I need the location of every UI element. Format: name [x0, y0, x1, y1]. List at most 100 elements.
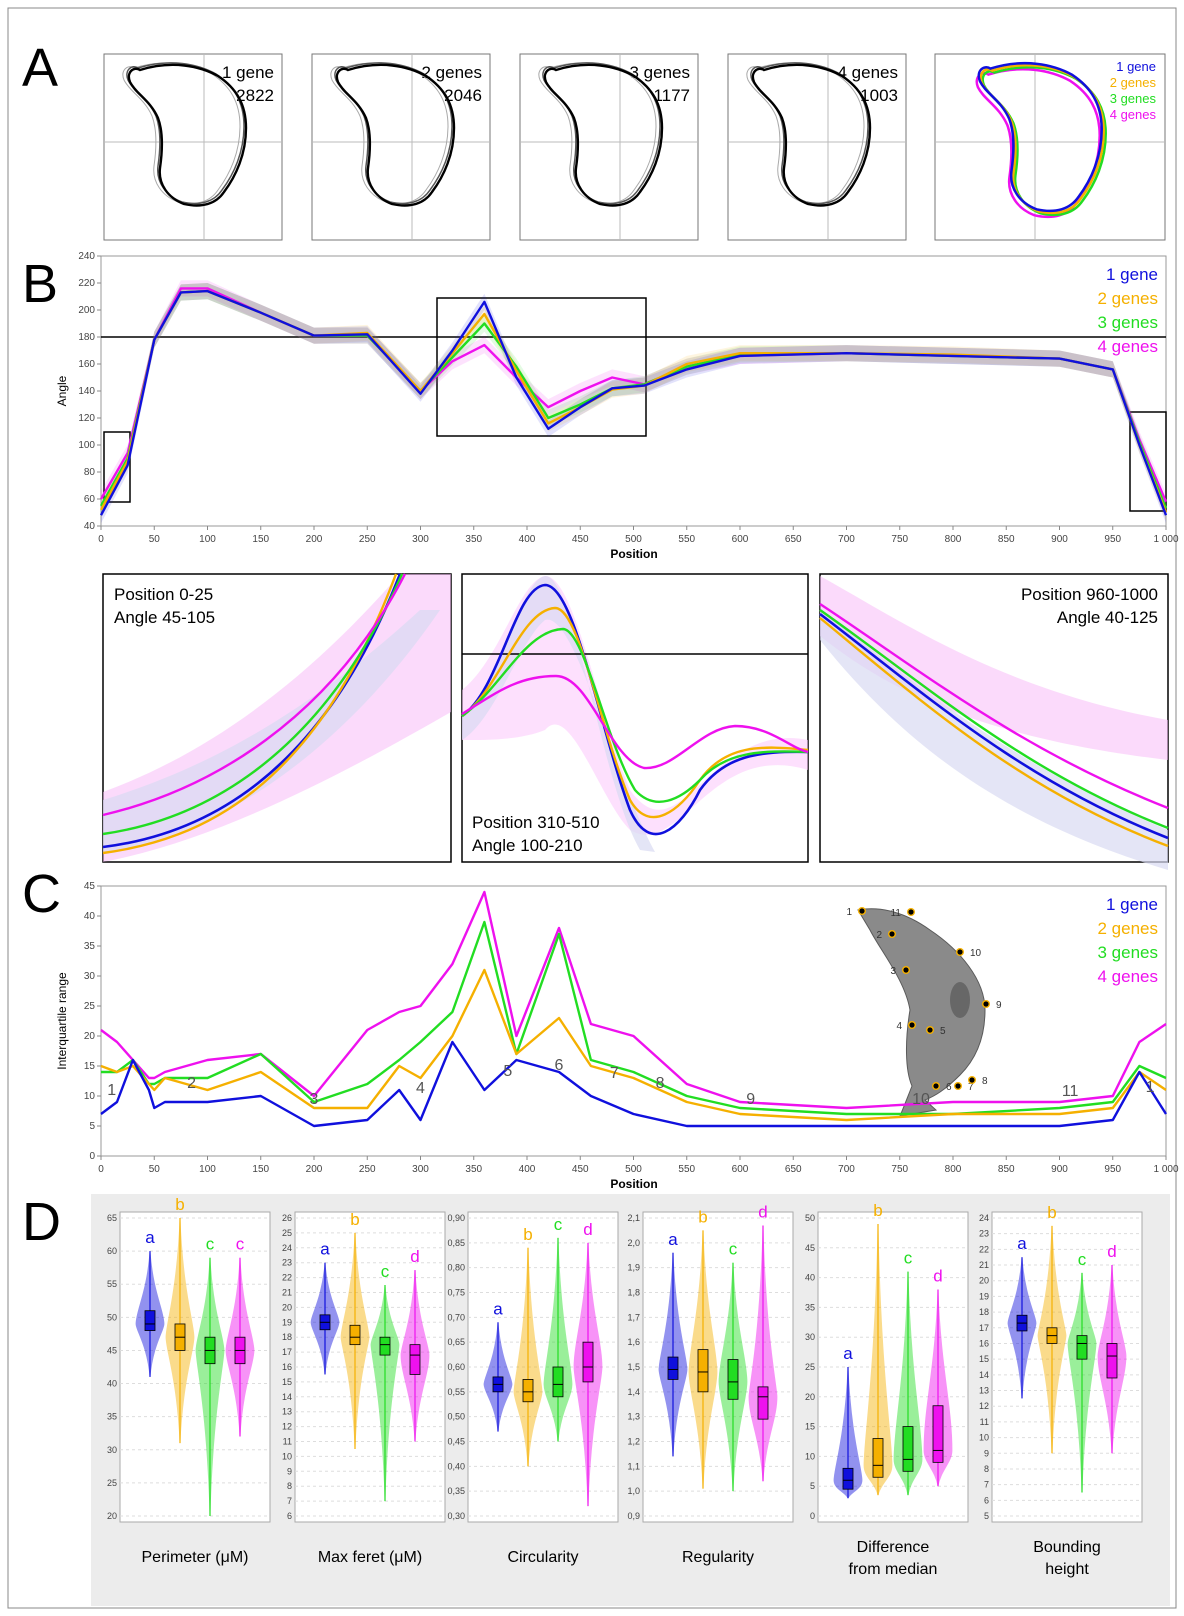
y-tick-label: 9: [287, 1466, 292, 1476]
y-tick-label: 220: [78, 278, 95, 289]
landmark-dot: [859, 908, 865, 914]
x-tick-label: 1 000: [1153, 1164, 1178, 1175]
x-tick-label: 850: [998, 1164, 1015, 1175]
y-tick-label: 25: [805, 1362, 815, 1372]
y-tick-label: 15: [805, 1422, 815, 1432]
outline-count: 2822: [236, 86, 274, 105]
x-tick-label: 200: [306, 1164, 323, 1175]
legend-4-genes: 4 genes: [1110, 107, 1157, 122]
x-tick-label: 550: [678, 1164, 695, 1175]
y-tick-label: 12: [282, 1422, 292, 1432]
landmark-label: 9: [996, 1000, 1002, 1011]
x-tick-label: 700: [838, 1164, 855, 1175]
region-label: 6: [554, 1057, 563, 1074]
zoom-panel-middle: Position 310-510 Angle 100-210: [461, 573, 809, 863]
significance-letter: b: [1047, 1203, 1056, 1222]
y-tick-label: 35: [107, 1412, 117, 1422]
significance-letter: d: [583, 1220, 592, 1239]
y-tick-label: 26: [282, 1213, 292, 1223]
y-tick-label: 16: [979, 1338, 989, 1348]
outline-box-overlay: 1 gene 2 genes 3 genes 4 genes: [934, 53, 1166, 241]
outline-count: 2046: [444, 86, 482, 105]
series-line-1-gene: [100, 1040, 1168, 1128]
landmark-dot: [927, 1027, 933, 1033]
outline-count: 1003: [860, 86, 898, 105]
significance-letter: d: [1107, 1242, 1116, 1261]
y-tick-label: 240: [78, 251, 95, 262]
y-tick-label: 13: [979, 1386, 989, 1396]
y-tick-label: 12: [979, 1401, 989, 1411]
y-tick-label: 15: [282, 1377, 292, 1387]
y-tick-label: 0,45: [447, 1437, 465, 1447]
y-tick-label: 30: [84, 971, 96, 982]
x-tick-label: 850: [998, 534, 1015, 545]
zoom-panel-end: Position 960-1000 Angle 40-125: [819, 573, 1169, 870]
y-tick-label: 14: [282, 1392, 292, 1402]
y-tick-label: 20: [979, 1276, 989, 1286]
y-tick-label: 0,70: [447, 1312, 465, 1322]
y-tick-label: 0,65: [447, 1337, 465, 1347]
region-label: 1: [1146, 1079, 1155, 1096]
box-plot-2: 6 7 8 9 10 11 12 13 14 15 16 17 18 19 20 21 22 23 24 25 26 a b…: [282, 1210, 446, 1566]
plot-area: [119, 1211, 271, 1523]
panel-label-c: C: [22, 864, 61, 924]
y-tick-label: 8: [984, 1464, 989, 1474]
significance-letter: c: [381, 1262, 390, 1281]
x-tick-label: 350: [465, 1164, 482, 1175]
x-tick-label: 1 000: [1153, 534, 1178, 545]
outline-label: 1 gene: [222, 63, 274, 82]
landmark-dot: [933, 1083, 939, 1089]
series-line-2-genes: [100, 968, 1167, 1122]
region-label: 10: [912, 1091, 930, 1108]
y-tick-label: 1,4: [627, 1387, 640, 1397]
legend-3-genes: 3 genes: [1098, 943, 1159, 962]
outline-label: 4 genes: [838, 63, 899, 82]
outline-1-gene: [977, 61, 1103, 213]
legend-2-genes: 2 genes: [1098, 289, 1159, 308]
y-axis-label: Angle: [55, 375, 69, 406]
x-tick-label: 500: [625, 534, 642, 545]
y-tick-label: 10: [805, 1451, 815, 1461]
box-2-genes: [522, 1379, 534, 1403]
outline-box-4: 4 genes 1003: [727, 53, 907, 241]
landmark-label: 8: [982, 1076, 988, 1087]
landmark-label: 2: [876, 930, 882, 941]
y-tick-label: 19: [979, 1291, 989, 1301]
box-3-genes: [1076, 1335, 1088, 1360]
y-tick-label: 60: [107, 1246, 117, 1256]
x-tick-label: 900: [1051, 534, 1068, 545]
y-tick-label: 0: [89, 1151, 95, 1162]
y-tick-label: 25: [84, 1001, 96, 1012]
region-label: 8: [656, 1075, 665, 1092]
y-tick-label: 14: [979, 1370, 989, 1380]
x-tick-label: 100: [199, 1164, 216, 1175]
y-tick-label: 6: [287, 1511, 292, 1521]
y-tick-label: 2,0: [627, 1238, 640, 1248]
y-tick-label: 1,8: [627, 1288, 640, 1298]
y-tick-label: 1,7: [627, 1312, 640, 1322]
landmark-dot: [903, 967, 909, 973]
zoom-box-start: [103, 431, 131, 503]
y-tick-label: 0,9: [627, 1511, 640, 1521]
x-tick-label: 150: [252, 1164, 269, 1175]
significance-letter: b: [350, 1210, 359, 1229]
legend-3-genes: 3 genes: [1098, 313, 1159, 332]
x-tick-label: 600: [732, 534, 749, 545]
y-tick-label: 0,35: [447, 1486, 465, 1496]
box-plot-3: 0,30 0,35 0,40 0,45 0,50 0,55 0,60 0,65 0,70 0,75…: [447, 1211, 619, 1566]
y-tick-label: 45: [805, 1243, 815, 1253]
outline-box-1: 1 gene 2822: [103, 53, 283, 241]
y-tick-label: 20: [282, 1302, 292, 1312]
significance-letter: d: [758, 1202, 767, 1221]
x-tick-label: 550: [678, 534, 695, 545]
plot-title: from median: [849, 1561, 938, 1578]
landmark-label: 10: [970, 948, 982, 959]
y-tick-label: 7: [984, 1480, 989, 1490]
x-tick-label: 800: [945, 534, 962, 545]
box-plot-1: 20 25 30 35 40 45 50 55 60 65 a b c c Perimeter (μM): [107, 1195, 271, 1566]
outline-main: [335, 63, 456, 207]
plot-title: Perimeter (μM): [142, 1549, 249, 1566]
x-tick-label: 400: [519, 1164, 536, 1175]
box-2-genes: [349, 1324, 361, 1346]
x-tick-label: 750: [891, 1164, 908, 1175]
